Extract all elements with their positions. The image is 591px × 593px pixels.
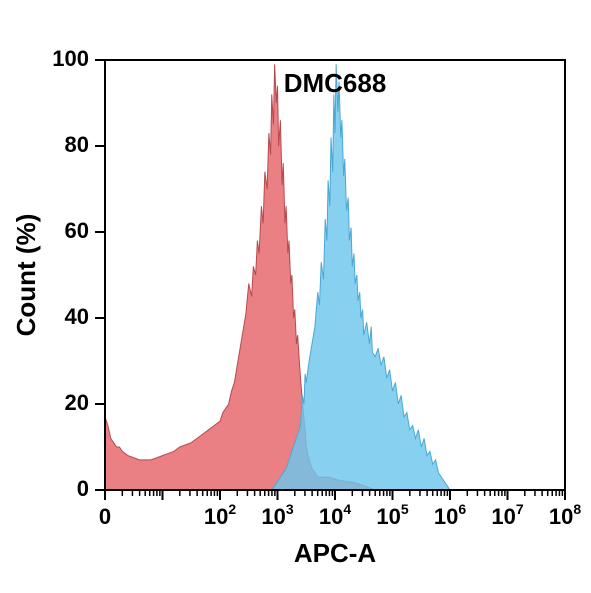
x-tick-label: 0: [99, 504, 111, 529]
chart-title: DMC688: [284, 68, 387, 98]
y-axis-label: Count (%): [11, 214, 41, 337]
y-tick-label: 100: [52, 46, 89, 71]
chart-svg: 0204060801000102103104105106107108DMC688…: [0, 0, 591, 593]
x-axis-label: APC-A: [294, 538, 377, 568]
y-tick-label: 60: [65, 218, 89, 243]
flow-cytometry-histogram: 0204060801000102103104105106107108DMC688…: [0, 0, 591, 593]
y-tick-label: 80: [65, 132, 89, 157]
y-tick-label: 20: [65, 390, 89, 415]
y-tick-label: 0: [77, 476, 89, 501]
y-tick-label: 40: [65, 304, 89, 329]
